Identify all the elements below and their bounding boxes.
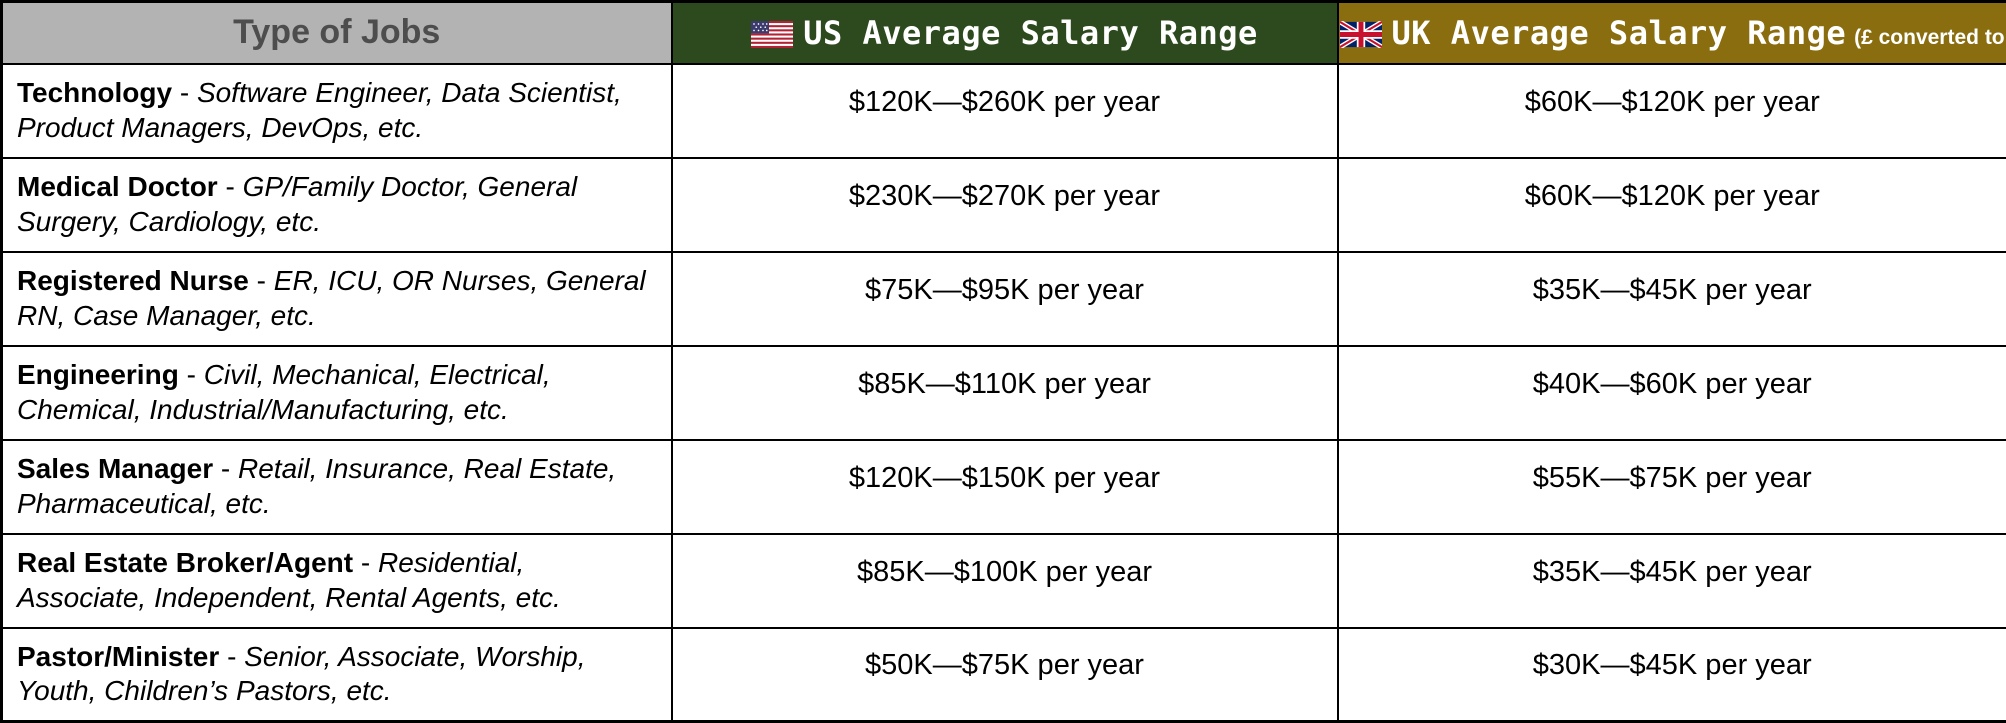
table-row: Technology - Software Engineer, Data Sci… [2,64,2006,158]
us-salary-cell: $50K—$75K per year [672,628,1338,722]
job-title: Pastor/Minister [17,641,219,672]
column-header-label: UK Average Salary Range [1392,14,1847,52]
table-row: Medical Doctor - GP/Family Doctor, Gener… [2,158,2006,252]
uk-salary-cell: $40K—$60K per year [1338,346,2006,440]
table-row: Registered Nurse - ER, ICU, OR Nurses, G… [2,252,2006,346]
table-header-row: Type of Jobs [2,2,2006,64]
job-separator: - [257,265,266,296]
column-header-label: US Average Salary Range [803,14,1258,52]
job-type-cell: Real Estate Broker/Agent - Residential, … [2,534,672,628]
us-salary-cell: $85K—$110K per year [672,346,1338,440]
uk-flag-icon [1340,21,1382,48]
job-separator: - [180,77,189,108]
job-separator: - [225,171,234,202]
us-salary-cell: $85K—$100K per year [672,534,1338,628]
table-row: Real Estate Broker/Agent - Residential, … [2,534,2006,628]
table-row: Pastor/Minister - Senior, Associate, Wor… [2,628,2006,722]
uk-salary-cell: $60K—$120K per year [1338,64,2006,158]
us-salary-cell: $120K—$150K per year [672,440,1338,534]
uk-salary-cell: $55K—$75K per year [1338,440,2006,534]
job-title: Medical Doctor [17,171,218,202]
job-type-cell: Medical Doctor - GP/Family Doctor, Gener… [2,158,672,252]
uk-salary-cell: $60K—$120K per year [1338,158,2006,252]
us-salary-cell: $120K—$260K per year [672,64,1338,158]
column-header-label: Type of Jobs [233,13,440,51]
job-type-cell: Registered Nurse - ER, ICU, OR Nurses, G… [2,252,672,346]
table-row: Sales Manager - Retail, Insurance, Real … [2,440,2006,534]
job-title: Real Estate Broker/Agent [17,547,353,578]
job-title: Technology [17,77,172,108]
job-title: Sales Manager [17,453,213,484]
job-separator: - [227,641,236,672]
us-flag-icon [751,21,793,48]
column-header-uk-salary: UK Average Salary Range (£ converted to $… [1338,2,2006,64]
job-title: Registered Nurse [17,265,249,296]
job-separator: - [221,453,230,484]
uk-salary-cell: $35K—$45K per year [1338,534,2006,628]
column-header-us-salary: US Average Salary Range [672,2,1338,64]
uk-conversion-note: (£ converted to $) [1854,26,2006,49]
table-row: Engineering - Civil, Mechanical, Electri… [2,346,2006,440]
us-salary-cell: $75K—$95K per year [672,252,1338,346]
job-type-cell: Pastor/Minister - Senior, Associate, Wor… [2,628,672,722]
uk-salary-cell: $30K—$45K per year [1338,628,2006,722]
job-type-cell: Technology - Software Engineer, Data Sci… [2,64,672,158]
job-separator: - [361,547,370,578]
column-header-type-of-jobs: Type of Jobs [2,2,672,64]
job-type-cell: Sales Manager - Retail, Insurance, Real … [2,440,672,534]
job-title: Engineering [17,359,179,390]
job-separator: - [187,359,196,390]
uk-salary-cell: $35K—$45K per year [1338,252,2006,346]
us-salary-cell: $230K—$270K per year [672,158,1338,252]
job-type-cell: Engineering - Civil, Mechanical, Electri… [2,346,672,440]
